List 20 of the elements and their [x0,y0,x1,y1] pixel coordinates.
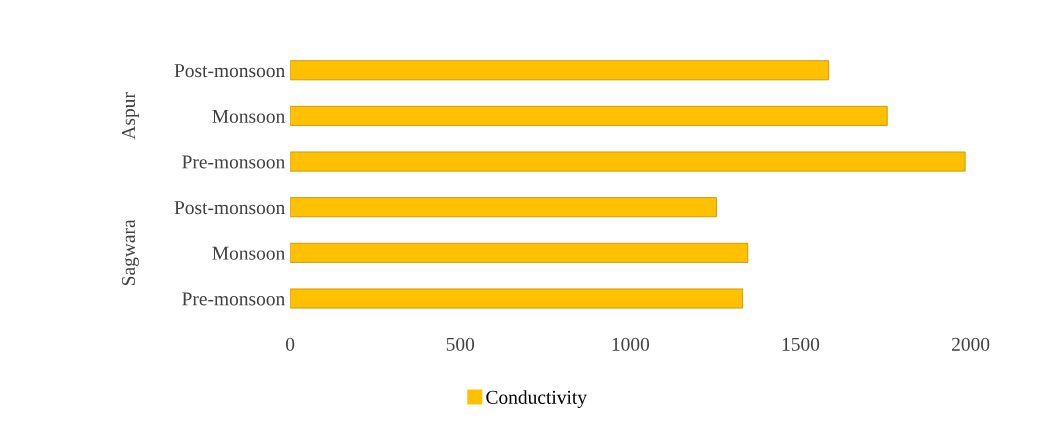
bar [290,288,744,309]
bar [290,60,830,81]
y-tick-label: Post-monsoon [174,64,285,78]
x-tick-label: 1500 [782,337,820,351]
text: Sagwara [121,219,140,286]
x-tick-label: 500 [446,337,475,351]
bar [290,105,888,126]
x-tick-label: 1000 [612,337,650,351]
x-tick-label: 2000 [952,337,990,351]
y-tick-label: Monsoon [212,109,285,123]
y-tick-label: Monsoon [212,246,285,260]
x-tick-label: 0 [286,337,295,351]
y-tick-label: Pre-monsoon [182,292,285,306]
bar [290,242,749,263]
legend-label: Conductivity [486,390,587,408]
y-tick-label: Pre-monsoon [182,155,285,169]
text: Aspur [122,92,140,140]
bar [290,197,717,218]
bar [290,151,966,172]
y-tick-label: Post-monsoon [174,201,285,215]
